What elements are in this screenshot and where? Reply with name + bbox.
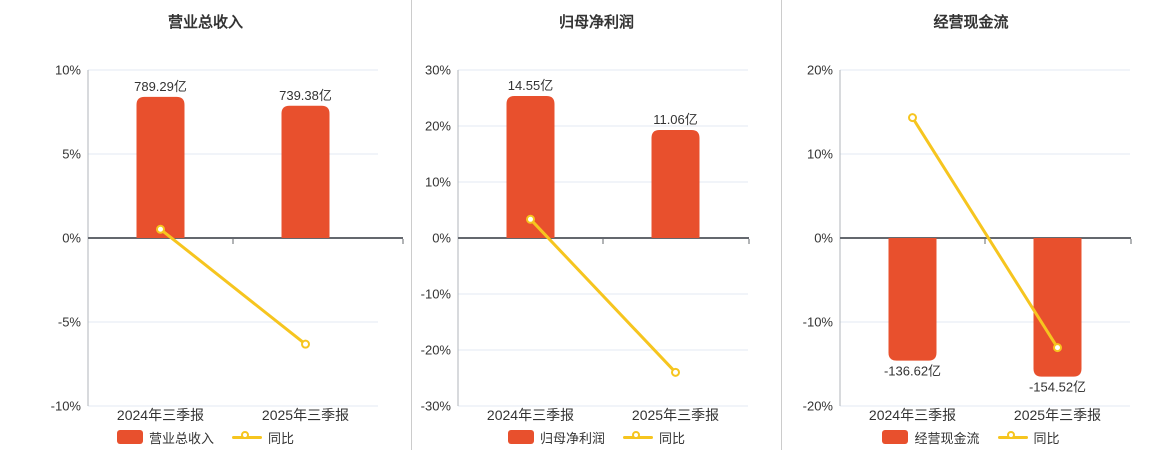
net-profit-bar-0[interactable] (506, 95, 555, 238)
revenue-plot: 10% 5% 0% -5% -10% 789.29亿 739.38亿 2024年三季报 2025… (51, 63, 404, 423)
y-tick-label: -30% (421, 399, 452, 414)
revenue-yoy-marker-1[interactable] (301, 339, 310, 349)
net-profit-bar-legend-label[interactable]: 归母净利润 (539, 430, 605, 446)
cashflow-yoy-line[interactable] (911, 116, 1059, 350)
cashflow-bar-0[interactable] (888, 238, 937, 361)
net-profit-yoy-marker-0[interactable] (526, 214, 535, 224)
x-axis-label: 2025年三季报 (262, 407, 349, 423)
net-profit-bar-value-label: 11.06亿 (653, 112, 698, 127)
y-tick-label: 20% (807, 63, 833, 78)
y-tick-label: -10% (51, 399, 82, 414)
cashflow-bar-legend-swatch[interactable] (882, 430, 909, 444)
revenue-legend: 营业总收入 同比 (0, 428, 411, 446)
y-tick-label: 10% (55, 63, 81, 78)
y-tick-label: -10% (803, 315, 834, 330)
cashflow-bar-legend-label[interactable]: 经营现金流 (914, 430, 980, 446)
net-profit-chart-title: 归母净利润 (558, 14, 634, 31)
net-profit-chart-panel: 归母净利润 30% 20% 10% 0% -10% -20% -30% 14.55亿 11.06… (411, 0, 781, 450)
x-axis-label: 2024年三季报 (117, 407, 204, 423)
y-tick-label: -5% (58, 315, 82, 330)
y-tick-label: 0% (62, 231, 81, 246)
cashflow-bar-1[interactable] (1033, 238, 1082, 377)
x-axis-label: 2024年三季报 (869, 407, 956, 423)
revenue-bar-legend-label[interactable]: 营业总收入 (148, 430, 214, 446)
cashflow-legend: 经营现金流 同比 (782, 428, 1160, 446)
yoy-line-legend-label[interactable]: 同比 (1033, 430, 1060, 446)
yoy-line-legend-label[interactable]: 同比 (659, 430, 686, 446)
revenue-bar-legend-swatch[interactable] (116, 430, 143, 444)
yoy-line-legend-label[interactable]: 同比 (268, 430, 295, 446)
yoy-line-legend-icon[interactable] (232, 430, 262, 444)
net-profit-bar-value-label: 14.55亿 (508, 78, 554, 93)
x-axis-label: 2025年三季报 (1014, 407, 1101, 423)
cashflow-plot: 20% 10% 0% -10% -20% -136.62亿 -154.52亿 2024年三季报… (803, 63, 1132, 423)
revenue-yoy-line[interactable] (159, 227, 307, 346)
yoy-line-legend-icon[interactable] (997, 430, 1028, 444)
y-tick-label: 5% (62, 147, 81, 162)
cashflow-yoy-marker-0[interactable] (908, 113, 917, 123)
cashflow-bar-value-label: -154.52亿 (1029, 380, 1086, 395)
y-tick-label: 0% (432, 231, 451, 246)
revenue-bar-value-label: 739.38亿 (279, 88, 332, 103)
y-tick-label: 10% (807, 147, 833, 162)
y-tick-label: 0% (814, 231, 833, 246)
revenue-bar-value-label: 789.29亿 (134, 79, 187, 94)
y-tick-label: -20% (803, 399, 834, 414)
net-profit-bar-1[interactable] (651, 130, 700, 238)
revenue-bar-1[interactable] (281, 105, 330, 238)
revenue-yoy-marker-0[interactable] (156, 224, 165, 234)
net-profit-yoy-marker-1[interactable] (671, 367, 680, 377)
x-axis-label: 2025年三季报 (632, 407, 719, 423)
y-tick-label: -20% (421, 343, 452, 358)
revenue-chart-title: 营业总收入 (167, 14, 243, 31)
y-tick-label: 20% (425, 119, 451, 134)
cashflow-yoy-marker-1[interactable] (1053, 343, 1062, 353)
net-profit-legend: 归母净利润 同比 (412, 428, 781, 446)
y-tick-label: -10% (421, 287, 452, 302)
net-profit-plot: 30% 20% 10% 0% -10% -20% -30% 14.55亿 11.06亿 2024年… (421, 63, 750, 423)
cashflow-chart-title: 经营现金流 (933, 14, 1009, 31)
net-profit-yoy-line[interactable] (529, 217, 677, 374)
yoy-line-legend-icon[interactable] (623, 430, 653, 444)
x-axis-label: 2024年三季报 (487, 407, 574, 423)
y-tick-label: 30% (425, 63, 451, 78)
y-tick-label: 10% (425, 175, 451, 190)
revenue-chart-panel: 营业总收入 10% 5% 0% -5% -10% 789.29亿 739.38亿 2024年三… (0, 0, 411, 450)
cashflow-bar-value-label: -136.62亿 (884, 364, 941, 379)
revenue-bar-0[interactable] (136, 96, 185, 238)
cashflow-chart-panel: 经营现金流 20% 10% 0% -10% -20% -136.62亿 -154.52亿 20… (781, 0, 1160, 450)
net-profit-bar-legend-swatch[interactable] (507, 430, 534, 444)
